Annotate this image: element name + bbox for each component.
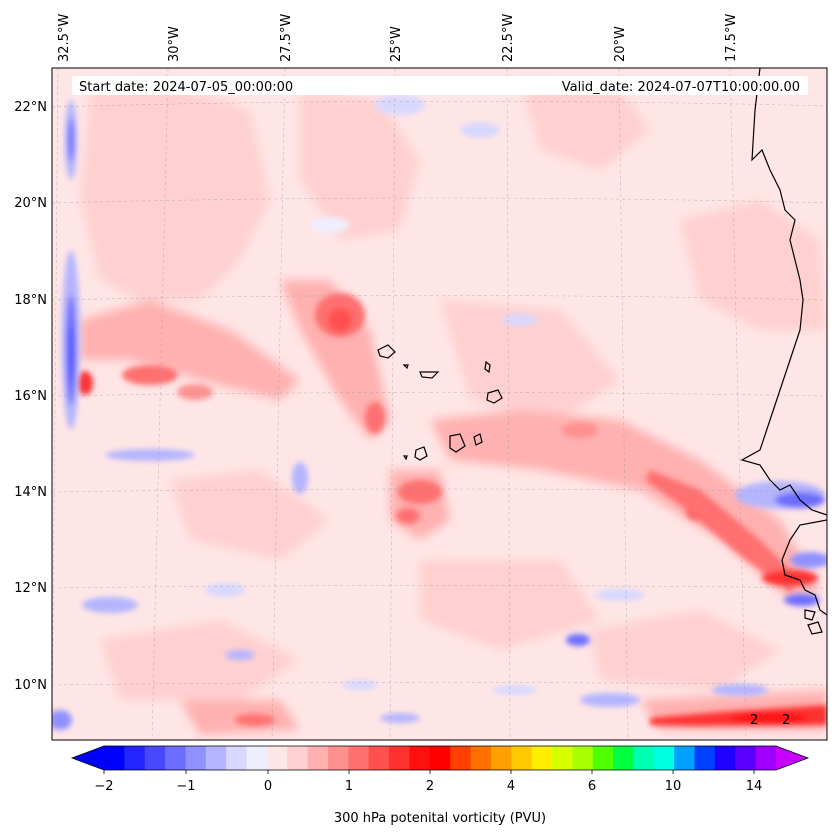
colorbar-cell	[531, 746, 553, 770]
colorbar-cell	[572, 746, 594, 770]
latitude-ticks: 22°N 20°N 18°N 16°N 14°N 12°N 10°N	[14, 100, 47, 693]
lon-tick-label: 27.5°W	[279, 14, 294, 62]
lat-tick-label: 18°N	[14, 293, 47, 308]
colorbar-tick-label: 6	[588, 779, 596, 794]
pv-field: 2 2	[52, 68, 827, 740]
colorbar-tick-label: 2	[426, 779, 434, 794]
contour-label: 2	[750, 713, 758, 728]
colorbar-cell	[104, 746, 125, 770]
colorbar-label: 300 hPa potenital vorticity (PVU)	[334, 811, 546, 826]
colorbar-cell	[328, 746, 349, 770]
colorbar-under-arrow	[72, 746, 104, 770]
colorbar-cell	[205, 746, 227, 770]
date-banner	[72, 76, 808, 95]
colorbar-over-arrow	[776, 746, 808, 770]
colorbar-cell	[307, 746, 329, 770]
lon-tick-label: 22.5°W	[501, 14, 516, 62]
colorbar-cell	[226, 746, 247, 770]
colorbar-cell	[633, 746, 655, 770]
lon-tick-label: 20°W	[613, 26, 628, 62]
colorbar-cell	[266, 746, 288, 770]
colorbar-tick-label: −2	[94, 779, 113, 794]
colorbar-cell	[490, 746, 512, 770]
graticule	[52, 68, 827, 740]
valid-date-label: Valid_date: 2024-07-07T10:00:00.00	[562, 80, 800, 95]
lon-tick-label: 17.5°W	[724, 14, 739, 62]
colorbar-tick-label: 10	[665, 779, 682, 794]
colorbar-cell	[409, 746, 431, 770]
colorbar-cell	[714, 746, 736, 770]
lat-tick-label: 14°N	[14, 485, 47, 500]
contour-label: 2	[782, 713, 790, 728]
colorbar-ticks: −2 −1 0 1 2 4 6 10 14	[94, 770, 762, 794]
colorbar-tick-label: 4	[507, 779, 515, 794]
colorbar-cell	[165, 746, 186, 770]
colorbar-cell	[429, 746, 451, 770]
colorbar-cell	[389, 746, 410, 770]
start-date-label: Start date: 2024-07-05_00:00:00	[79, 80, 293, 95]
lon-tick-label: 30°W	[167, 26, 182, 62]
lon-tick-label: 25°W	[389, 26, 404, 62]
colorbar-cell	[653, 746, 675, 770]
colorbar-cell	[694, 746, 716, 770]
colorbar-cell	[185, 746, 207, 770]
colorbar-cell	[735, 746, 757, 770]
colorbar-cell	[368, 746, 390, 770]
colorbar-cell	[144, 746, 166, 770]
map-frame	[51, 67, 828, 741]
colorbar-cell	[348, 746, 370, 770]
colorbar-cell	[470, 746, 492, 770]
colorbar-tick-label: −1	[176, 779, 195, 794]
lat-tick-label: 22°N	[14, 100, 47, 115]
colorbar-cell	[246, 746, 268, 770]
colorbar-cells	[104, 746, 777, 770]
colorbar-cell	[287, 746, 309, 770]
lat-tick-label: 10°N	[14, 678, 47, 693]
coastline	[377, 68, 827, 635]
lat-tick-label: 16°N	[14, 389, 47, 404]
colorbar-cell	[552, 746, 573, 770]
colorbar-cell	[755, 746, 777, 770]
longitude-ticks: 32.5°W 30°W 27.5°W 25°W 22.5°W 20°W 17.5…	[57, 14, 739, 62]
colorbar-cell	[592, 746, 614, 770]
lat-tick-label: 20°N	[14, 196, 47, 211]
colorbar-cell	[450, 746, 471, 770]
colorbar-cell	[613, 746, 634, 770]
lat-tick-label: 12°N	[14, 581, 47, 596]
colorbar: −2 −1 0 1 2 4 6 10 14 300 hPa potenital …	[70, 745, 810, 826]
colorbar-cell	[674, 746, 695, 770]
lon-tick-label: 32.5°W	[57, 14, 72, 62]
colorbar-tick-label: 0	[264, 779, 272, 794]
colorbar-cell	[124, 746, 146, 770]
colorbar-tick-label: 1	[345, 779, 353, 794]
colorbar-tick-label: 14	[746, 779, 763, 794]
colorbar-cell	[511, 746, 533, 770]
